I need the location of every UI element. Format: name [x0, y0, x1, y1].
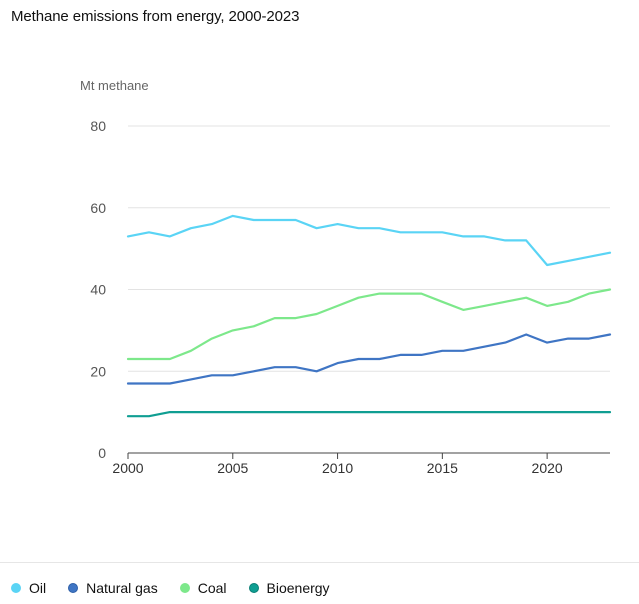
series-line-bioenergy: [126, 411, 612, 418]
chart-title: Methane emissions from energy, 2000-2023: [11, 8, 300, 25]
y-axis-label: Mt methane: [80, 78, 149, 93]
legend: Oil Natural gas Coal Bioenergy: [11, 580, 352, 596]
x-tick-label: 2015: [427, 460, 458, 476]
y-tick-label: 20: [90, 363, 106, 379]
legend-divider: [0, 562, 639, 563]
x-tick-label: 2005: [217, 460, 248, 476]
x-tick-label: 2010: [322, 460, 353, 476]
legend-label-natural-gas: Natural gas: [86, 580, 158, 596]
x-tick-label: 2020: [532, 460, 563, 476]
y-tick-label: 80: [90, 118, 106, 134]
legend-label-oil: Oil: [29, 580, 47, 596]
legend-item-coal: Coal: [179, 580, 227, 596]
series-line-oil: [126, 214, 612, 267]
legend-swatch-coal: [179, 583, 190, 593]
y-tick-label: 60: [90, 200, 106, 216]
legend-item-bioenergy: Bioenergy: [248, 580, 330, 596]
line-chart: Mt methane 0 20 40 60 80 2000 2005 2010 2015 2020: [80, 78, 612, 476]
legend-swatch-natural-gas: [68, 583, 79, 593]
series-line-natural-gas: [126, 333, 612, 385]
legend-label-coal: Coal: [197, 580, 227, 596]
legend-item-oil: Oil: [11, 580, 46, 596]
x-tick-label: 2000: [112, 460, 143, 476]
y-tick-label: 40: [90, 282, 106, 298]
series-line-coal: [126, 288, 612, 361]
y-tick-label: 0: [98, 445, 106, 461]
legend-swatch-oil: [11, 583, 21, 593]
legend-label-bioenergy: Bioenergy: [266, 580, 330, 596]
legend-item-natural-gas: Natural gas: [68, 580, 158, 596]
legend-swatch-bioenergy: [248, 583, 259, 593]
